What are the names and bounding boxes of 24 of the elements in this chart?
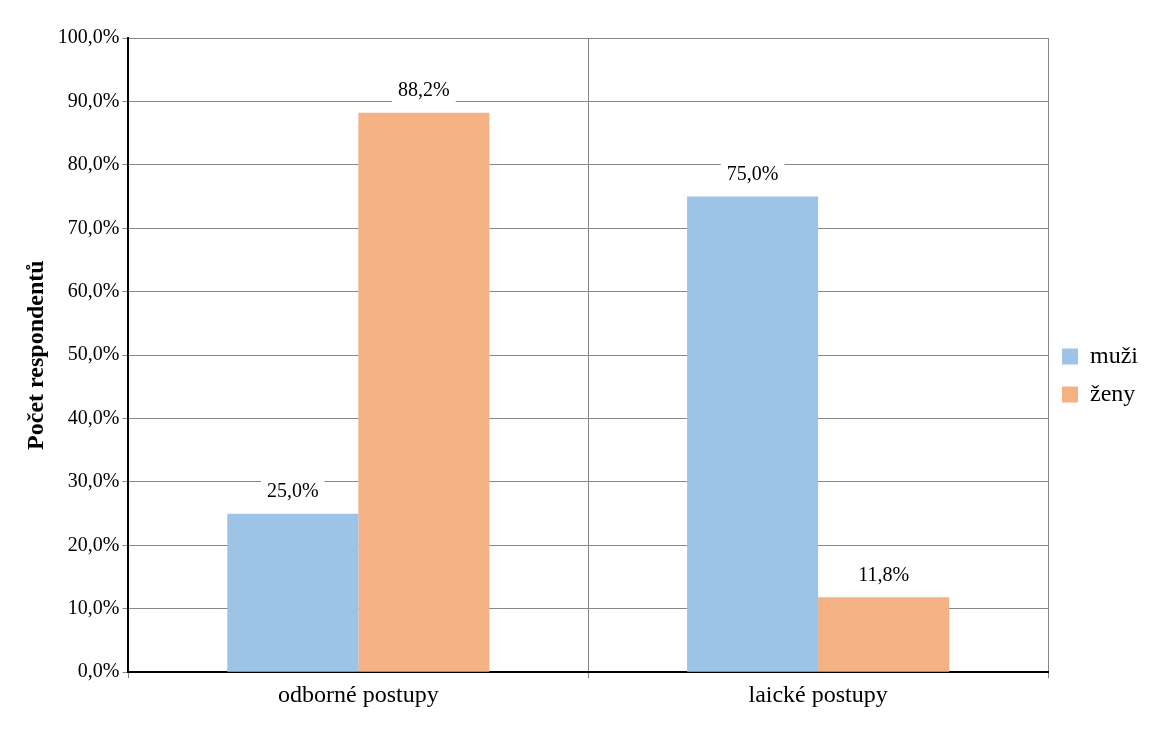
- text: 75,0%: [726, 161, 779, 184]
- y-tick-label: 10,0%: [67, 596, 120, 619]
- legend-label: ženy: [1090, 379, 1136, 406]
- text: 11,8%: [858, 562, 910, 585]
- y-tick-label: 0,0%: [77, 659, 120, 682]
- y-tick-label: 70,0%: [67, 215, 120, 238]
- x-tick-label: odborné postupy: [278, 680, 439, 707]
- y-tick-label: 90,0%: [67, 88, 120, 111]
- bar: [818, 597, 950, 672]
- legend-label: muži: [1090, 341, 1139, 368]
- bar: [687, 196, 819, 672]
- y-axis-title: Počet respondentů: [21, 260, 48, 450]
- text: 25,0%: [266, 478, 319, 501]
- y-tick-label: 60,0%: [67, 278, 120, 301]
- bar: [227, 513, 359, 672]
- y-tick-label: 50,0%: [67, 342, 120, 365]
- text: 88,2%: [398, 78, 450, 101]
- y-tick-label: 40,0%: [67, 405, 120, 428]
- bar: [358, 112, 490, 672]
- x-tick-label: laické postupy: [748, 680, 888, 707]
- y-tick-label: 20,0%: [67, 532, 120, 555]
- y-tick-label: 100,0%: [57, 25, 120, 48]
- y-tick-label: 80,0%: [67, 152, 120, 175]
- y-tick-label: 30,0%: [67, 469, 120, 492]
